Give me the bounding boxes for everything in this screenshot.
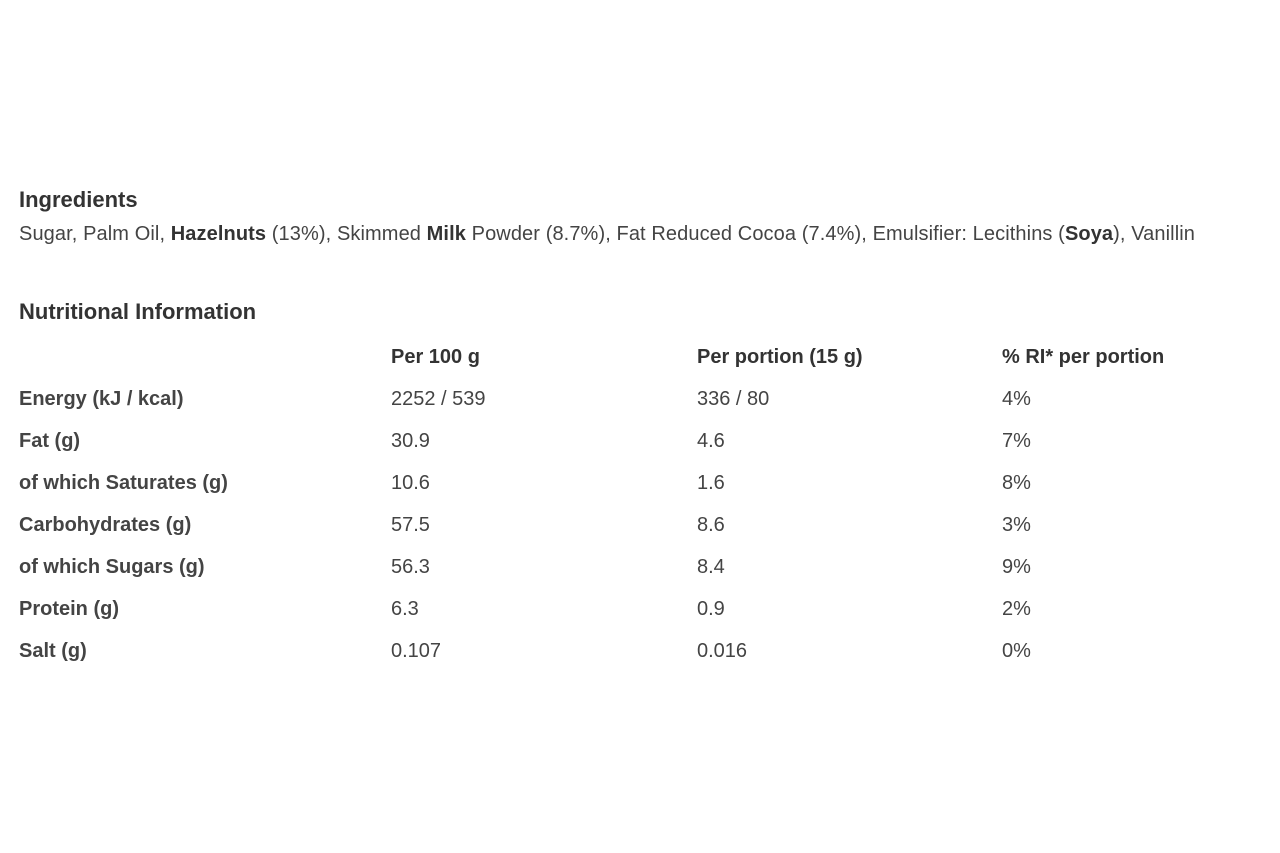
ri-value: 8% (1002, 471, 1031, 494)
per-100g-value: 56.3 (391, 555, 430, 578)
per-100g-value: 0.107 (391, 639, 442, 662)
ingredients-list: Sugar, Palm Oil, Hazelnuts (13%), Skimme… (19, 220, 1274, 248)
per-portion-value: 8.4 (697, 555, 725, 578)
per-portion-value: 4.6 (697, 429, 725, 452)
table-row: Carbohydrates (g) 57.5 8.6 3% (19, 504, 1262, 546)
per-portion-value: 0.9 (697, 597, 725, 620)
nutrition-header-row: Per 100 g Per portion (15 g) % RI* per p… (19, 336, 1262, 378)
per-100g-value: 30.9 (391, 429, 430, 452)
ri-value: 4% (1002, 387, 1031, 410)
per-portion-value: 336 / 80 (697, 387, 770, 410)
nutrient-label: Protein (g) (19, 597, 119, 620)
ri-value: 0% (1002, 639, 1031, 662)
nutrient-label: Carbohydrates (g) (19, 513, 192, 536)
per-100g-value: 2252 / 539 (391, 387, 486, 410)
nutrition-heading: Nutritional Information (19, 299, 257, 324)
per-portion-value: 8.6 (697, 513, 725, 536)
table-row: Salt (g) 0.107 0.016 0% (19, 630, 1262, 672)
ingredients-segment: Sugar, Palm Oil, (19, 223, 171, 245)
ri-value: 2% (1002, 597, 1031, 620)
product-info: Ingredients Sugar, Palm Oil, Hazelnuts (… (19, 186, 1274, 672)
per-100g-value: 10.6 (391, 471, 430, 494)
ingredients-allergen: Hazelnuts (170, 223, 267, 245)
nutrient-label: Energy (kJ / kcal) (19, 387, 184, 410)
column-header-per-portion: Per portion (15 g) (697, 345, 863, 368)
nutrition-table: Per 100 g Per portion (15 g) % RI* per p… (19, 336, 1262, 672)
nutrient-label: Fat (g) (19, 429, 81, 452)
per-portion-value: 0.016 (697, 639, 748, 662)
per-portion-value: 1.6 (697, 471, 725, 494)
per-100g-value: 57.5 (391, 513, 430, 536)
nutrient-label: Salt (g) (19, 639, 87, 662)
ingredients-segment: Powder (8.7%), Fat Reduced Cocoa (7.4%),… (465, 223, 1065, 245)
nutrient-label: of which Saturates (g) (19, 471, 228, 494)
ingredients-heading: Ingredients (19, 187, 138, 212)
ingredients-allergen: Soya (1064, 223, 1114, 245)
per-100g-value: 6.3 (391, 597, 419, 620)
table-row: Protein (g) 6.3 0.9 2% (19, 588, 1262, 630)
ri-value: 9% (1002, 555, 1031, 578)
nutrient-label: of which Sugars (g) (19, 555, 205, 578)
table-row: of which Saturates (g) 10.6 1.6 8% (19, 462, 1262, 504)
table-row: Energy (kJ / kcal) 2252 / 539 336 / 80 4… (19, 378, 1262, 420)
ingredients-segment: (13%), Skimmed (266, 223, 427, 245)
table-row: of which Sugars (g) 56.3 8.4 9% (19, 546, 1262, 588)
ingredients-allergen: Milk (426, 223, 466, 245)
column-header-ri: % RI* per portion (1002, 345, 1165, 368)
ri-value: 7% (1002, 429, 1031, 452)
column-header-nutrient (19, 336, 391, 378)
ingredients-segment: ), Vanillin (1113, 223, 1196, 245)
column-header-per-100g: Per 100 g (391, 345, 480, 368)
ri-value: 3% (1002, 513, 1031, 536)
table-row: Fat (g) 30.9 4.6 7% (19, 420, 1262, 462)
